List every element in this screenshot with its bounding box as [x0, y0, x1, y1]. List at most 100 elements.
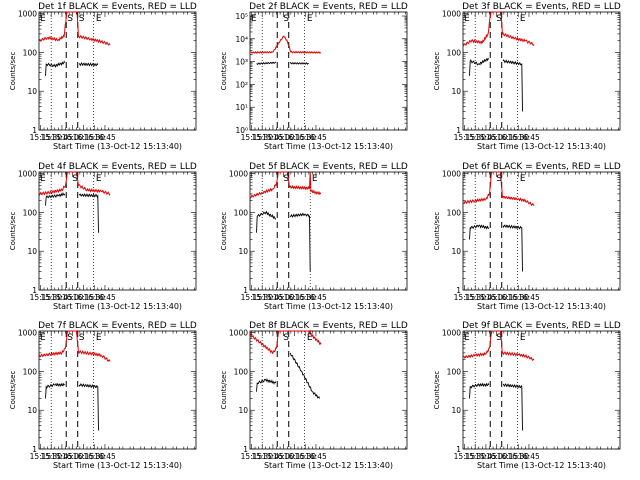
x-tick-label: 16:15 [284, 133, 306, 142]
x-tick-label: 15:45 [51, 293, 73, 302]
marker-label-e: E [464, 14, 470, 24]
y-axis-label: Counts/sec [9, 371, 17, 410]
x-tick-label: 15:45 [475, 293, 497, 302]
events-series-line [256, 210, 277, 233]
x-tick-label: 16:45 [305, 293, 327, 302]
marker-label-e: E [312, 174, 318, 184]
plot-frame [38, 171, 197, 291]
x-axis-label: Start Time (13-Oct-12 15:13:40) [264, 302, 393, 311]
y-axis-label: Counts/sec [9, 212, 17, 251]
events-series-line [502, 59, 523, 112]
x-tick-label: 16:15 [497, 293, 519, 302]
events-series-line [469, 58, 490, 76]
y-tick-label: 1000 [229, 170, 248, 179]
panel-title: Det 9f BLACK = Events, RED = LLD [462, 321, 621, 331]
panel-title: Det 5f BLACK = Events, RED = LLD [249, 162, 408, 172]
x-tick-label: 15:45 [262, 293, 284, 302]
panel-title: Det 4f BLACK = Events, RED = LLD [38, 162, 197, 172]
x-tick-label: 16:00 [62, 133, 84, 142]
y-tick-label: 100 [447, 367, 462, 376]
marker-label-s: S [283, 174, 289, 184]
marker-label-e: E [520, 333, 526, 343]
x-tick-label: 15:15 [241, 452, 263, 461]
x-tick-label: 16:15 [73, 133, 95, 142]
y-axis-label: Counts/sec [9, 52, 17, 91]
plot-frame [462, 330, 621, 450]
events-series-line [45, 191, 66, 206]
panel-title: Det 8f BLACK = Events, RED = LLD [249, 321, 408, 331]
marker-label-e: E [251, 14, 257, 24]
x-tick-label: 16:45 [94, 133, 116, 142]
x-axis-label: Start Time (13-Oct-12 15:13:40) [477, 142, 606, 151]
x-tick-label: 16:00 [273, 452, 295, 461]
plot-frame [462, 171, 621, 291]
x-tick-label: 16:45 [518, 452, 540, 461]
y-tick-label: 1000 [442, 10, 461, 19]
x-tick-label: 16:00 [273, 293, 295, 302]
x-axis-label: Start Time (13-Oct-12 15:13:40) [53, 302, 182, 311]
x-tick-label: 15:15 [454, 133, 476, 142]
y-axis-label: Counts/sec [433, 52, 441, 91]
plot-frame [249, 11, 408, 131]
lld-series-line [462, 11, 535, 47]
x-tick-label: 16:00 [486, 452, 508, 461]
x-tick-label: 16:30 [294, 133, 316, 142]
y-tick-label: 10⁴ [235, 35, 248, 44]
marker-label-e: E [307, 14, 313, 24]
panel-det-7f: Det 7f BLACK = Events, RED = LLD 1 10 100 10… [9, 321, 197, 470]
y-tick-label: 1 [456, 286, 461, 295]
x-tick-label: 16:30 [507, 452, 529, 461]
x-tick-label: 16:45 [94, 452, 116, 461]
marker-label-s: S [496, 174, 502, 184]
y-tick-label: 10 [27, 247, 37, 256]
x-tick-label: 16:45 [305, 133, 327, 142]
x-tick-label: 16:15 [497, 452, 519, 461]
panel-title: Det 3f BLACK = Events, RED = LLD [462, 2, 621, 12]
y-tick-label: 1 [243, 445, 248, 454]
lld-series-line [38, 330, 111, 363]
lld-series-line [249, 329, 322, 355]
panel-det-1f: Det 1f BLACK = Events, RED = LLD 1 10 100 10… [9, 2, 197, 151]
y-tick-label: 10³ [235, 58, 248, 67]
x-tick-label: 16:45 [305, 452, 327, 461]
lld-series-line [38, 11, 111, 46]
x-axis-label: Start Time (13-Oct-12 15:13:40) [264, 142, 393, 151]
events-series-line [256, 378, 277, 392]
x-tick-label: 15:45 [262, 452, 284, 461]
plot-frame [249, 171, 408, 291]
events-series-line [78, 62, 99, 67]
panel-det-3f: Det 3f BLACK = Events, RED = LLD 1 10 100 10… [433, 2, 621, 151]
x-tick-label: 15:15 [30, 293, 52, 302]
y-tick-label: 10 [27, 406, 37, 415]
events-series-line [289, 352, 320, 399]
marker-label-e: E [96, 333, 102, 343]
lld-series-line [249, 35, 322, 54]
y-tick-label: 100 [23, 367, 38, 376]
x-tick-label: 15:30 [40, 133, 62, 142]
panel-det-4f: Det 4f BLACK = Events, RED = LLD 1 10 100 10… [9, 162, 197, 311]
y-tick-label: 1 [456, 445, 461, 454]
x-tick-label: 16:00 [486, 293, 508, 302]
x-tick-label: 15:45 [51, 452, 73, 461]
y-tick-label: 10 [451, 247, 461, 256]
x-tick-label: 15:30 [464, 293, 486, 302]
events-series-line [469, 382, 490, 399]
x-tick-label: 15:15 [454, 452, 476, 461]
x-tick-label: 16:45 [94, 293, 116, 302]
y-tick-label: 100 [234, 208, 249, 217]
y-tick-label: 10 [238, 247, 248, 256]
marker-label-s: S [79, 333, 85, 343]
x-tick-label: 16:15 [284, 452, 306, 461]
marker-label-s: S [496, 14, 502, 24]
marker-label-e: E [96, 174, 102, 184]
x-tick-label: 16:15 [284, 293, 306, 302]
y-tick-label: 1000 [18, 170, 37, 179]
events-series-line [45, 382, 66, 399]
x-tick-label: 16:30 [294, 452, 316, 461]
x-tick-label: 15:30 [251, 293, 273, 302]
plot-frame [38, 330, 197, 450]
x-tick-label: 16:15 [497, 133, 519, 142]
x-tick-label: 16:45 [518, 293, 540, 302]
plot-frame [249, 330, 408, 450]
